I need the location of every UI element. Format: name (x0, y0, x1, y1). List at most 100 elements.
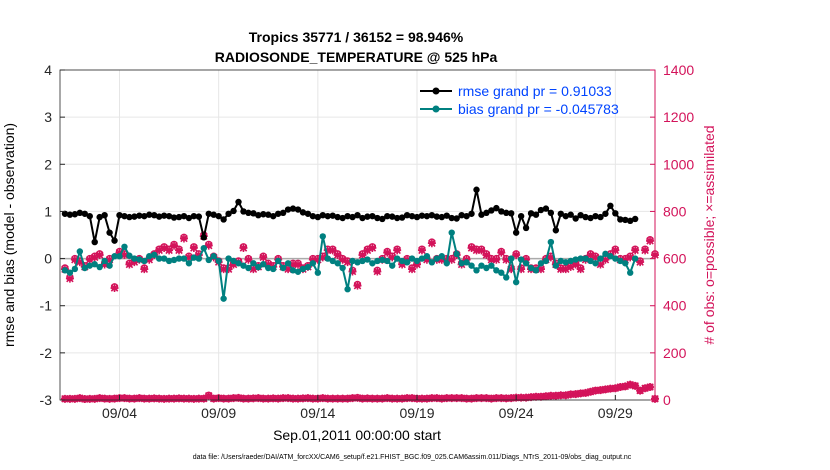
obs-assimilated-point (437, 394, 446, 403)
obs-assimilated-point (244, 255, 253, 264)
bias-point (423, 253, 431, 260)
obs-assimilated-point (551, 391, 560, 400)
obs-assimilated-point (110, 284, 119, 293)
obs-assimilated-point (502, 394, 511, 403)
obs-assimilated-point (517, 265, 526, 274)
y-right-tick-label: 1200 (663, 109, 694, 125)
bias-point (522, 260, 530, 267)
obs-assimilated-point (363, 246, 372, 255)
rmse-point (299, 209, 307, 216)
obs-assimilated-point (189, 243, 198, 252)
rmse-point (141, 212, 148, 220)
rmse-point (458, 212, 465, 219)
obs-assimilated-point (229, 260, 238, 269)
obs-assimilated-point (135, 394, 144, 403)
obs-assimilated-point (165, 246, 174, 255)
bias-point (284, 260, 292, 267)
rmse-point (547, 209, 555, 217)
obs-assimilated-point (561, 265, 570, 274)
obs-assimilated-point (626, 380, 635, 389)
bias-point (260, 261, 267, 268)
obs-assimilated-point (596, 386, 605, 395)
rmse-point (508, 210, 515, 217)
rmse-point (379, 215, 386, 223)
obs-assimilated-point (244, 394, 253, 403)
rmse-point (587, 214, 594, 222)
obs-assimilated-point (586, 251, 595, 260)
obs-assimilated-point (239, 243, 248, 252)
obs-assimilated-point (274, 394, 283, 403)
obs-assimilated-point (452, 394, 461, 403)
rmse-point (483, 209, 490, 217)
rmse-point (364, 213, 371, 220)
obs-assimilated-point (110, 394, 119, 403)
obs-assimilated-point (631, 381, 640, 390)
chart-title-line2: RADIOSONDE_TEMPERATURE @ 525 hPa (215, 49, 498, 65)
obs-assimilated-point (546, 391, 555, 400)
obs-assimilated-point (522, 393, 531, 402)
obs-assimilated-point (636, 386, 645, 395)
bias-point (428, 259, 436, 266)
rmse-point (76, 209, 84, 217)
obs-assimilated-point (353, 393, 362, 402)
obs-assimilated-point (289, 394, 298, 403)
obs-assimilated-point (373, 267, 382, 276)
bias-point (131, 255, 138, 262)
obs-assimilated-point (383, 394, 392, 403)
bias-point (374, 257, 381, 265)
obs-assimilated-point (204, 241, 213, 250)
rmse-point (200, 234, 207, 241)
obs-assimilated-point (348, 267, 357, 276)
rmse-point (552, 227, 560, 234)
obs-assimilated-point (170, 241, 179, 250)
rmse-point (61, 210, 69, 217)
obs-assimilated-point (224, 394, 233, 403)
bias-point (612, 255, 619, 262)
obs-assimilated-point (175, 246, 183, 255)
rmse-point (160, 212, 168, 219)
bias-point (180, 255, 188, 262)
rmse-point (403, 212, 411, 219)
rmse-point (131, 213, 138, 220)
rmse-point (245, 209, 252, 217)
obs-assimilated-point (492, 255, 501, 264)
bias-point (488, 262, 495, 269)
rmse-point (170, 214, 178, 221)
y-right-tick-label: 600 (663, 251, 687, 267)
obs-assimilated-point (626, 253, 635, 262)
bias-point (458, 260, 465, 267)
bias-point (155, 255, 163, 262)
rmse-point (617, 216, 624, 223)
obs-assimilated-point (472, 394, 481, 403)
obs-assimilated-point (591, 253, 600, 262)
obs-assimilated-point (576, 389, 585, 398)
obs-assimilated-point (249, 265, 258, 274)
obs-assimilated-point (204, 391, 213, 400)
obs-assimilated-point (601, 255, 610, 264)
rmse-point (116, 212, 123, 219)
obs-assimilated-point (125, 394, 134, 403)
obs-assimilated-point (422, 394, 431, 403)
bias-point (517, 256, 525, 263)
bias-point (572, 256, 579, 263)
obs-assimilated-point (368, 394, 377, 403)
legend: rmse grand pr = 0.91033 bias grand pr = … (420, 83, 619, 117)
bias-point (473, 267, 480, 274)
rmse-point (165, 212, 173, 220)
plot-area (60, 70, 655, 400)
bias-point (294, 268, 302, 275)
obs-assimilated-point (566, 262, 575, 271)
obs-assimilated-point (606, 384, 615, 393)
y-right-tick-label: 1400 (663, 62, 694, 78)
bias-point (463, 259, 470, 266)
obs-assimilated-point (120, 394, 129, 403)
obs-assimilated-point (611, 384, 620, 393)
obs-assimilated-point (140, 394, 149, 403)
obs-assimilated-point (482, 251, 491, 260)
obs-assimilated-point (130, 394, 139, 403)
obs-assimilated-point (348, 394, 357, 403)
obs-assimilated-point (150, 394, 159, 403)
chart-title-line1: Tropics 35771 / 36152 = 98.946% (249, 29, 464, 45)
obs-assimilated-point (487, 255, 496, 264)
